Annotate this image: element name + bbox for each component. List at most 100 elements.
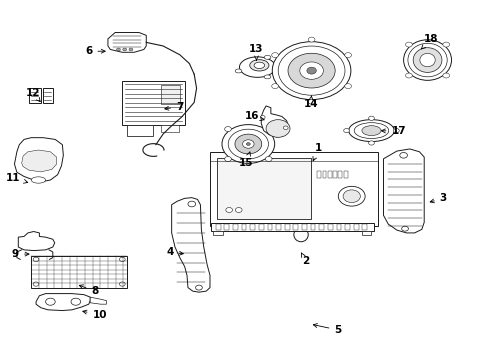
Bar <box>322 171 326 178</box>
Ellipse shape <box>31 177 45 183</box>
Circle shape <box>246 143 250 145</box>
Text: 3: 3 <box>429 193 446 203</box>
Text: 16: 16 <box>244 112 264 121</box>
Bar <box>250 224 255 230</box>
Circle shape <box>287 53 334 88</box>
Ellipse shape <box>361 126 380 136</box>
Circle shape <box>225 207 232 212</box>
Text: 11: 11 <box>6 173 28 183</box>
Circle shape <box>234 134 261 154</box>
Bar <box>317 171 321 178</box>
Bar <box>224 224 229 230</box>
Circle shape <box>307 37 314 42</box>
Circle shape <box>187 201 195 207</box>
Text: 14: 14 <box>303 96 317 109</box>
Text: 18: 18 <box>421 34 438 49</box>
Ellipse shape <box>403 40 450 80</box>
Polygon shape <box>36 294 90 311</box>
Polygon shape <box>21 150 57 172</box>
Circle shape <box>265 127 271 131</box>
Circle shape <box>235 207 242 212</box>
Polygon shape <box>90 297 106 304</box>
Circle shape <box>224 157 231 161</box>
Bar <box>345 224 349 230</box>
Bar <box>215 224 220 230</box>
Bar <box>232 224 237 230</box>
Bar <box>276 224 280 230</box>
Circle shape <box>343 190 360 203</box>
Bar <box>343 171 347 178</box>
Ellipse shape <box>419 53 434 67</box>
Bar <box>338 171 342 178</box>
Circle shape <box>344 53 351 58</box>
Ellipse shape <box>254 62 264 68</box>
Bar <box>327 224 332 230</box>
Bar <box>336 224 341 230</box>
Bar <box>332 171 336 178</box>
Circle shape <box>116 48 120 51</box>
Circle shape <box>71 298 81 305</box>
Ellipse shape <box>264 75 270 79</box>
Text: 10: 10 <box>82 310 107 320</box>
FancyBboxPatch shape <box>29 88 41 103</box>
Text: 7: 7 <box>164 102 183 112</box>
FancyBboxPatch shape <box>43 88 53 103</box>
Circle shape <box>119 282 125 286</box>
Bar <box>327 171 331 178</box>
Circle shape <box>228 129 268 159</box>
Text: 15: 15 <box>238 152 253 168</box>
Circle shape <box>33 282 39 286</box>
Circle shape <box>242 140 254 148</box>
Ellipse shape <box>353 123 388 139</box>
Circle shape <box>399 153 407 158</box>
Circle shape <box>271 84 278 89</box>
Text: 12: 12 <box>25 87 40 102</box>
Ellipse shape <box>407 43 447 77</box>
Circle shape <box>442 73 448 78</box>
Polygon shape <box>171 198 209 292</box>
Ellipse shape <box>249 60 268 71</box>
Circle shape <box>265 157 271 161</box>
Polygon shape <box>108 32 146 52</box>
Polygon shape <box>18 231 55 251</box>
Circle shape <box>45 298 55 305</box>
Text: 5: 5 <box>313 324 341 335</box>
Bar <box>241 224 246 230</box>
Text: 13: 13 <box>249 45 263 60</box>
Circle shape <box>272 42 350 100</box>
Polygon shape <box>15 138 63 181</box>
Bar <box>258 224 263 230</box>
Circle shape <box>442 42 448 47</box>
Circle shape <box>283 126 287 130</box>
Circle shape <box>401 226 407 231</box>
Polygon shape <box>383 149 424 233</box>
Bar <box>293 224 298 230</box>
Circle shape <box>224 127 231 131</box>
Ellipse shape <box>264 55 270 59</box>
Circle shape <box>271 53 278 58</box>
Circle shape <box>299 62 323 79</box>
Bar <box>302 224 306 230</box>
FancyBboxPatch shape <box>209 152 377 226</box>
Circle shape <box>344 84 351 89</box>
FancyBboxPatch shape <box>361 231 371 235</box>
Ellipse shape <box>235 69 242 73</box>
Ellipse shape <box>239 57 275 77</box>
Polygon shape <box>261 106 288 137</box>
Circle shape <box>265 120 289 137</box>
Circle shape <box>33 257 39 261</box>
Circle shape <box>368 141 374 145</box>
FancyBboxPatch shape <box>210 224 373 231</box>
Text: 17: 17 <box>381 126 406 136</box>
FancyBboxPatch shape <box>127 125 153 136</box>
Circle shape <box>306 67 316 74</box>
FancyBboxPatch shape <box>160 85 180 104</box>
Circle shape <box>405 73 411 78</box>
Bar <box>267 224 272 230</box>
Bar <box>284 224 289 230</box>
FancyBboxPatch shape <box>213 231 223 235</box>
Ellipse shape <box>293 228 307 242</box>
Circle shape <box>307 99 314 104</box>
Circle shape <box>405 42 411 47</box>
FancyBboxPatch shape <box>122 81 184 125</box>
